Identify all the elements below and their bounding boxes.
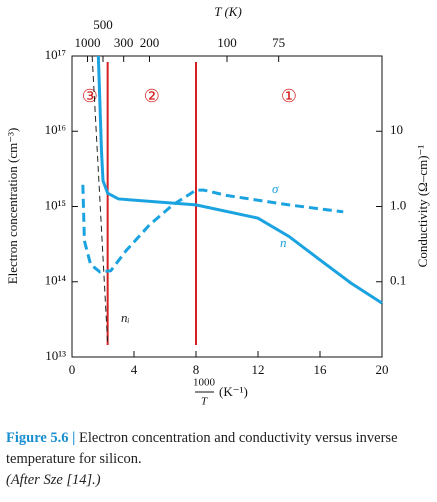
- caption-text: Electron concentration and conductivity …: [6, 430, 398, 467]
- y-tick-label: 10¹⁵: [45, 197, 66, 212]
- x-tick-label: 0: [69, 362, 76, 377]
- region-label: ①: [281, 86, 297, 106]
- x2-tick-label: 500: [93, 17, 113, 32]
- x-label-unit: (K⁻¹): [219, 384, 248, 399]
- series-label: σ: [272, 181, 279, 196]
- series-line: [96, 55, 383, 305]
- y2-tick-label: 0.1: [390, 273, 406, 288]
- y-axis-label: Electron concentration (cm⁻³): [5, 128, 20, 285]
- x-tick-label: 8: [193, 362, 200, 377]
- x2-tick-label: 200: [140, 35, 160, 50]
- y-tick-label: 10¹⁶: [45, 122, 66, 137]
- y-tick-label: 10¹³: [45, 348, 66, 363]
- caption-label: Figure 5.6 |: [6, 430, 76, 446]
- x-tick-label: 20: [376, 362, 389, 377]
- series-line: [81, 184, 344, 274]
- caption-source: (After Sze [14].): [6, 472, 101, 488]
- y-tick-label: 10¹⁴: [45, 273, 67, 288]
- x-label-denominator: T: [201, 396, 208, 408]
- x2-tick-label: 75: [272, 35, 285, 50]
- x-label-numerator: 1000: [193, 377, 216, 389]
- x-tick-label: 12: [252, 362, 265, 377]
- top-axis-title: T (K): [214, 4, 242, 19]
- region-label: ②: [144, 86, 160, 106]
- x2-tick-label: 300: [114, 35, 134, 50]
- series-label: nᵢ: [121, 310, 130, 325]
- chart: T (K) Electron concentration (cm⁻³) Cond…: [5, 4, 430, 408]
- y2-tick-label: 10: [390, 122, 403, 137]
- plot-frame: [71, 55, 383, 358]
- x2-tick-label: 100: [217, 35, 237, 50]
- y2-axis-label: Conductivity (Ω–cm)⁻¹: [415, 145, 430, 268]
- x-tick-label: 16: [314, 362, 328, 377]
- series-label: n: [280, 235, 287, 250]
- series-line: [91, 55, 109, 344]
- y2-tick-label: 1.0: [390, 197, 406, 212]
- caption: Figure 5.6 | Electron concentration and …: [6, 428, 434, 491]
- x2-tick-label: 1000: [75, 35, 101, 50]
- x-tick-label: 4: [131, 362, 138, 377]
- region-label: ③: [82, 86, 98, 106]
- y-tick-label: 10¹⁷: [45, 47, 66, 62]
